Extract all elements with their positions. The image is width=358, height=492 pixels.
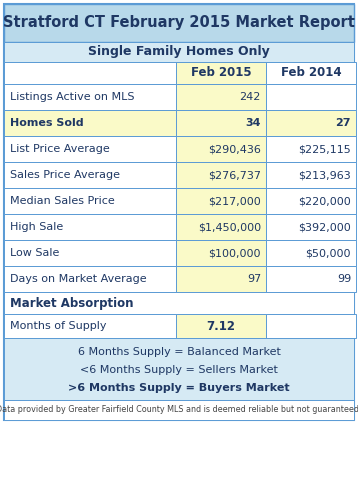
Text: Stratford CT February 2015 Market Report: Stratford CT February 2015 Market Report <box>3 16 355 31</box>
Bar <box>4 42 354 62</box>
Text: $276,737: $276,737 <box>208 170 261 180</box>
Bar <box>4 162 176 188</box>
Text: 34: 34 <box>246 118 261 128</box>
Text: $213,963: $213,963 <box>298 170 351 180</box>
Text: 242: 242 <box>240 92 261 102</box>
Bar <box>176 214 266 240</box>
Text: <6 Months Supply = Sellers Market: <6 Months Supply = Sellers Market <box>80 365 278 375</box>
Text: $100,000: $100,000 <box>208 248 261 258</box>
Bar <box>266 110 356 136</box>
Text: $1,450,000: $1,450,000 <box>198 222 261 232</box>
Bar <box>266 162 356 188</box>
Bar <box>4 136 176 162</box>
Text: Homes Sold: Homes Sold <box>10 118 84 128</box>
Text: Feb 2014: Feb 2014 <box>281 66 341 80</box>
Text: Listings Active on MLS: Listings Active on MLS <box>10 92 135 102</box>
Bar <box>176 62 266 84</box>
Bar <box>4 400 354 420</box>
Bar <box>176 314 266 338</box>
Bar <box>176 188 266 214</box>
Text: $290,436: $290,436 <box>208 144 261 154</box>
Bar <box>176 240 266 266</box>
Bar <box>4 240 176 266</box>
Bar <box>4 110 176 136</box>
Bar <box>4 4 354 42</box>
Text: Market Absorption: Market Absorption <box>10 297 134 309</box>
Text: List Price Average: List Price Average <box>10 144 110 154</box>
Text: $392,000: $392,000 <box>298 222 351 232</box>
Bar <box>4 314 176 338</box>
Text: 99: 99 <box>337 274 351 284</box>
Bar <box>4 214 176 240</box>
Bar <box>4 4 354 420</box>
Text: Median Sales Price: Median Sales Price <box>10 196 115 206</box>
Bar <box>4 62 176 84</box>
Text: $220,000: $220,000 <box>298 196 351 206</box>
Text: Months of Supply: Months of Supply <box>10 321 106 331</box>
Text: >6 Months Supply = Buyers Market: >6 Months Supply = Buyers Market <box>68 383 290 393</box>
Text: 7.12: 7.12 <box>207 319 236 333</box>
Text: Single Family Homes Only: Single Family Homes Only <box>88 45 270 59</box>
Bar <box>176 162 266 188</box>
Bar <box>176 110 266 136</box>
Text: $217,000: $217,000 <box>208 196 261 206</box>
Text: Sales Price Average: Sales Price Average <box>10 170 120 180</box>
Text: $225,115: $225,115 <box>298 144 351 154</box>
Bar <box>4 188 176 214</box>
Text: Feb 2015: Feb 2015 <box>191 66 251 80</box>
Bar <box>4 292 354 314</box>
Text: 97: 97 <box>247 274 261 284</box>
Bar <box>176 136 266 162</box>
Bar <box>266 136 356 162</box>
Bar <box>266 62 356 84</box>
Text: High Sale: High Sale <box>10 222 63 232</box>
Bar <box>4 338 354 400</box>
Text: 6 Months Supply = Balanced Market: 6 Months Supply = Balanced Market <box>78 347 280 357</box>
Bar <box>4 84 176 110</box>
Text: Low Sale: Low Sale <box>10 248 59 258</box>
Bar <box>266 240 356 266</box>
Bar <box>266 214 356 240</box>
Bar <box>4 266 176 292</box>
Bar <box>266 314 356 338</box>
Bar <box>176 84 266 110</box>
Bar <box>266 84 356 110</box>
Bar <box>266 188 356 214</box>
Bar <box>266 266 356 292</box>
Text: $50,000: $50,000 <box>305 248 351 258</box>
Text: Data provided by Greater Fairfield County MLS and is deemed reliable but not gua: Data provided by Greater Fairfield Count… <box>0 405 358 414</box>
Bar <box>176 266 266 292</box>
Text: Days on Market Average: Days on Market Average <box>10 274 147 284</box>
Text: 27: 27 <box>335 118 351 128</box>
